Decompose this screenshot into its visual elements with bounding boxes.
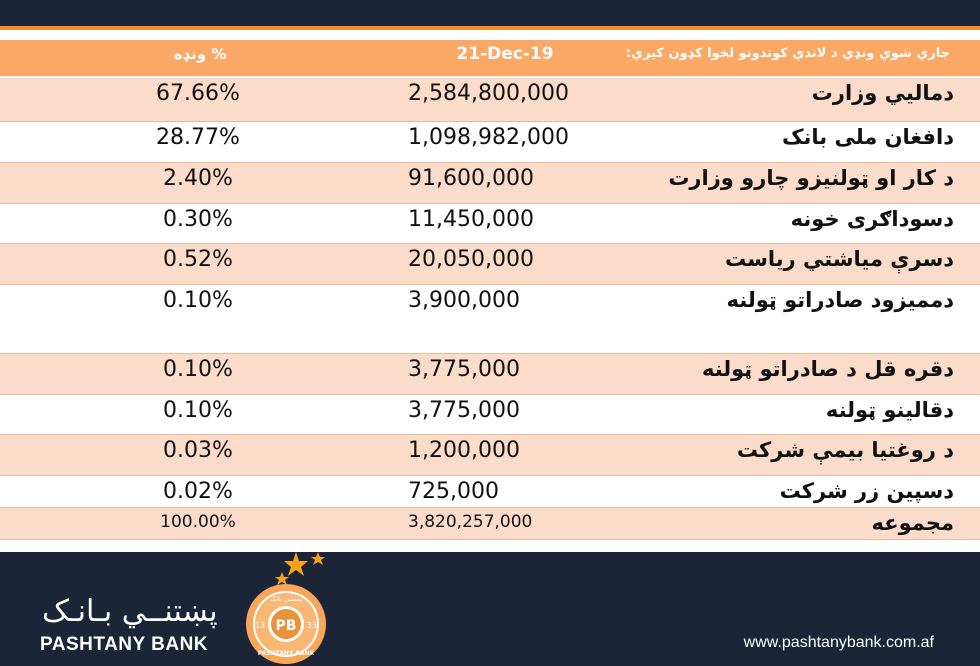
row-divider xyxy=(0,284,980,285)
table-header: ونډه % 21-Dec-19 جاري شوي ونډي د لاندي ک… xyxy=(0,40,980,76)
share-percent: 0.10% xyxy=(163,357,233,382)
website-url: www.pashtanybank.com.af xyxy=(743,634,934,651)
shareholder-name: دسرې مياشتي رياست xyxy=(724,247,954,271)
brand-name-english: PASHTANY BANK xyxy=(40,634,209,655)
table-row: 0.30% 11,450,000 دسوداګری خونه xyxy=(0,204,980,244)
share-percent: 2.40% xyxy=(163,166,233,191)
table-row: 2.40% 91,600,000 د کار او ټولنيزو چارو وزا… xyxy=(0,163,980,204)
shareholder-name: د کار او ټولنيزو چارو وزارت xyxy=(668,166,954,190)
bank-seal-icon: PB 13 33 پښتني بانک PASHTANY BANK xyxy=(246,584,326,664)
top-accent-line xyxy=(0,26,980,30)
row-divider xyxy=(0,394,980,395)
badge-year-right: 33 xyxy=(307,621,317,630)
row-divider xyxy=(0,507,980,508)
amount: 91,600,000 xyxy=(408,166,534,191)
row-divider xyxy=(0,243,980,244)
shareholder-name: مجموعه xyxy=(871,511,954,535)
amount: 2,584,800,000 xyxy=(408,81,569,106)
shareholder-name: دسپين زر شرکت xyxy=(779,479,954,503)
amount: 3,820,257,000 xyxy=(408,512,533,532)
badge-bottom-text: PASHTANY BANK xyxy=(258,650,315,657)
row-divider xyxy=(0,353,980,354)
shareholder-name: دقالينو ټولنه xyxy=(825,398,954,422)
row-divider xyxy=(0,121,980,122)
amount: 1,098,982,000 xyxy=(408,125,569,150)
shareholder-name: دمميزود صادراتو ټولنه xyxy=(726,288,954,312)
share-percent: 100.00% xyxy=(160,512,236,532)
share-percent: 0.10% xyxy=(163,398,233,423)
shareholder-name: د روغتيا بيمې شرکت xyxy=(736,438,954,462)
row-divider xyxy=(0,203,980,204)
table-row: 28.77% 1,098,982,000 دافغان ملی بانک xyxy=(0,122,980,163)
share-percent: 67.66% xyxy=(156,81,240,106)
stars-icon xyxy=(275,552,325,585)
header-date: 21-Dec-19 xyxy=(456,44,554,64)
table-row: 67.66% 2,584,800,000 دماليي وزارت xyxy=(0,78,980,122)
shareholder-name: دقره قل د صادراتو ټولنه xyxy=(701,357,954,381)
amount: 3,900,000 xyxy=(408,288,520,313)
top-bar xyxy=(0,0,980,26)
share-percent: 0.52% xyxy=(163,247,233,272)
brand-name-pashto: پښتنــي بـانـک xyxy=(42,594,218,629)
total-row: 100.00% 3,820,257,000 مجموعه xyxy=(0,508,980,540)
shareholder-name: دسوداګری خونه xyxy=(790,207,954,231)
amount: 3,775,000 xyxy=(408,357,520,382)
table-row: 0.10% 3,775,000 دقالينو ټولنه xyxy=(0,395,980,435)
badge-year-left: 13 xyxy=(255,621,265,630)
footer: پښتنــي بـانـک PASHTANY BANK www.pashtan… xyxy=(0,552,980,666)
row-divider xyxy=(0,434,980,435)
share-percent: 0.02% xyxy=(163,479,233,504)
header-description: جاري شوي ونډي د لاندي کوندونو لخوا کډون … xyxy=(625,46,950,61)
amount: 3,775,000 xyxy=(408,398,520,423)
table-row: 0.10% 3,775,000 دقره قل د صادراتو ټولنه xyxy=(0,354,980,395)
amount: 11,450,000 xyxy=(408,207,534,232)
table-row: 0.10% 3,900,000 دمميزود صادراتو ټولنه xyxy=(0,285,980,354)
share-percent: 0.03% xyxy=(163,438,233,463)
amount: 20,050,000 xyxy=(408,247,534,272)
share-percent: 0.30% xyxy=(163,207,233,232)
shareholder-name: دافغان ملی بانک xyxy=(782,125,954,149)
header-share-percent: ونډه % xyxy=(173,45,227,63)
amount: 1,200,000 xyxy=(408,438,520,463)
share-percent: 28.77% xyxy=(156,125,240,150)
row-divider xyxy=(0,475,980,476)
amount: 725,000 xyxy=(408,479,499,504)
share-percent: 0.10% xyxy=(163,288,233,313)
table-row: 0.03% 1,200,000 د روغتيا بيمې شرکت xyxy=(0,435,980,476)
shareholder-name: دماليي وزارت xyxy=(811,81,954,105)
badge-top-text: پښتني بانک xyxy=(270,595,303,603)
row-divider xyxy=(0,162,980,163)
table-row: 0.52% 20,050,000 دسرې مياشتي رياست xyxy=(0,244,980,285)
badge-initials: PB xyxy=(276,618,297,634)
row-divider xyxy=(0,539,980,540)
table-row: 0.02% 725,000 دسپين زر شرکت xyxy=(0,476,980,508)
